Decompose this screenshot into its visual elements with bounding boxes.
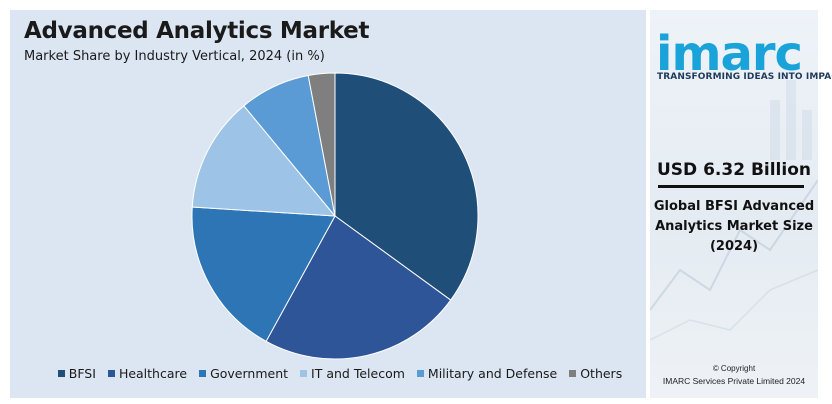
market-size-label-line: Global BFSI Advanced [653,199,815,214]
legend-label: IT and Telecom [311,366,405,381]
logo-tagline: TRANSFORMING IDEAS INTO IMPACT [657,72,832,82]
legend-label: Government [210,366,289,381]
legend-item: BFSI [57,366,96,381]
pie-slice-government [191,206,336,342]
legend-label: Others [580,366,623,381]
legend-item: Healthcare [107,366,188,381]
legend-swatch [300,370,308,377]
legend-label: Military and Defense [427,366,558,381]
pie-slice-others [307,72,336,217]
sidebar-background-graphic [650,80,818,341]
legend-swatch [569,370,577,377]
legend-swatch [57,370,65,377]
market-size-value: USD 6.32 Billion [657,160,811,180]
sidebar-panel [650,10,818,398]
kpi-divider [658,185,804,188]
legend-swatch [416,370,424,377]
chart-legend: BFSI Healthcare Government IT and Telecom Mi… [40,366,640,381]
chart-subtitle: Market Share by Industry Vertical, 2024 … [24,49,325,64]
copyright-owner: IMARC Services Private Limited 2024 [662,376,806,386]
legend-item: Military and Defense [416,366,558,381]
legend-swatch [199,370,207,377]
market-size-label: Global BFSI Advanced Analytics Market Si… [650,197,818,257]
chart-title: Advanced Analytics Market [24,18,370,44]
legend-item: Others [569,366,622,381]
legend-swatch [107,370,115,377]
legend-item: Government [199,366,288,381]
legend-label: BFSI [68,366,96,381]
pie-slice-healthcare [265,215,452,360]
legend-label: Healthcare [118,366,188,381]
pie-slice-it-and-telecom [191,105,337,217]
market-size-label-line: (2024) [709,239,759,254]
copyright-symbol: © Copyright [712,364,756,373]
legend-item: IT and Telecom [300,366,405,381]
market-size-label-line: Analytics Market Size [655,219,813,234]
imarc-logo: imarc [656,26,803,82]
pie-slice-bfsi [334,72,479,301]
